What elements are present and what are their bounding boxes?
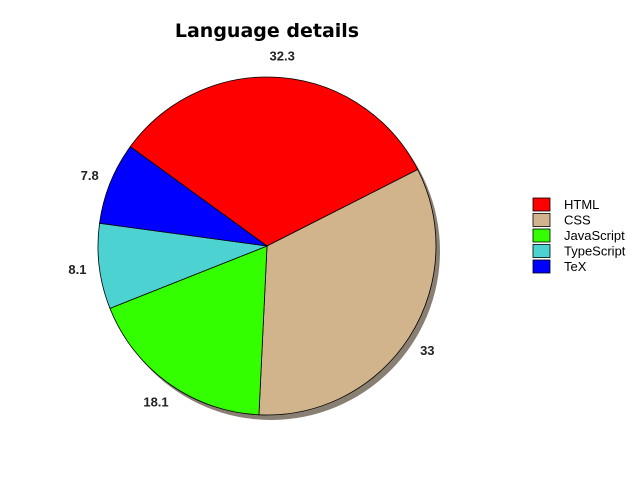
chart-title: Language details	[175, 20, 359, 42]
data-label-html: 32.3	[270, 49, 295, 64]
pie-slice-tex	[99, 146, 268, 247]
legend-label-typescript: TypeScript	[564, 244, 626, 259]
legend-label-javascript: JavaScript	[564, 228, 625, 243]
legend-swatch-tex	[532, 259, 551, 274]
legend-swatch-typescript	[532, 244, 551, 258]
data-label-typescript: 8.1	[68, 262, 86, 277]
pie-slices	[97, 76, 437, 416]
pie-data-labels: 32.3 33 18.1 8.1 7.8	[68, 49, 434, 410]
legend-swatch-html	[532, 197, 551, 212]
data-label-javascript: 18.1	[143, 394, 168, 409]
legend-label-css: CSS	[564, 213, 591, 228]
data-label-css: 33	[420, 343, 434, 358]
legend-swatch-css	[532, 213, 551, 227]
data-label-tex: 7.8	[81, 168, 99, 183]
pie-slice-javascript	[109, 245, 268, 416]
pie-slice-html	[129, 76, 419, 247]
legend-label-html: HTML	[564, 197, 599, 212]
legend-label-tex: TeX	[564, 259, 587, 274]
pie-slice-css	[258, 169, 437, 416]
legend-swatch-javascript	[532, 228, 551, 243]
